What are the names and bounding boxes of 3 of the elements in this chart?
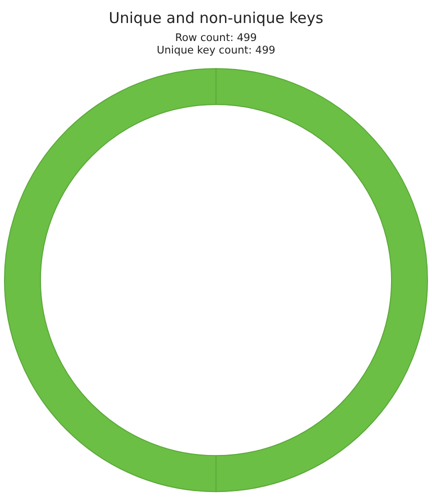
text: Unique key count: 499 xyxy=(156,44,276,57)
chart-subtitle: Row count: 499 xyxy=(175,32,257,44)
chart-title: Unique and non-unique keys xyxy=(108,8,324,27)
